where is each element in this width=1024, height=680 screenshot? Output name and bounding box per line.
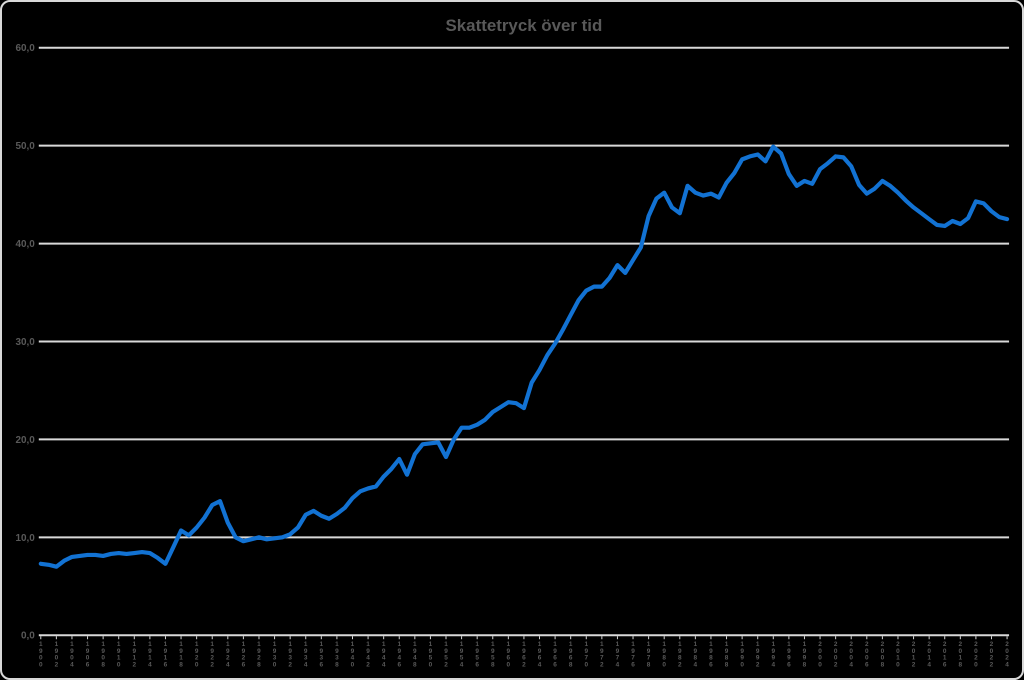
y-axis-label: 30,0 [15,337,35,348]
y-axis-label: 50,0 [15,141,35,152]
x-axis-ticks-group [40,636,1008,640]
gridlines-group [38,46,1010,637]
series-line [38,144,1010,569]
y-axis-label: 60,0 [15,43,35,54]
y-axis-label: 0,0 [21,631,35,642]
y-axis-label: 20,0 [15,435,35,446]
chart-title: Skattetryck över tid [446,16,603,35]
y-axis-label: 10,0 [15,533,35,544]
y-axis-label: 40,0 [15,239,35,250]
series-group [38,144,1010,569]
y-axis-labels-group: 0,0 10,0 20,0 30,0 40,0 50,0 60,0 [15,43,35,642]
x-axis-labels-group: 1 9 0 0 1 9 0 2 1 9 0 4 1 9 0 6 1 9 0 8 1 9 1 0 1 9 1 2 1 9 1 4 1 9 1 6 1 9 1 8… [39,641,1009,668]
